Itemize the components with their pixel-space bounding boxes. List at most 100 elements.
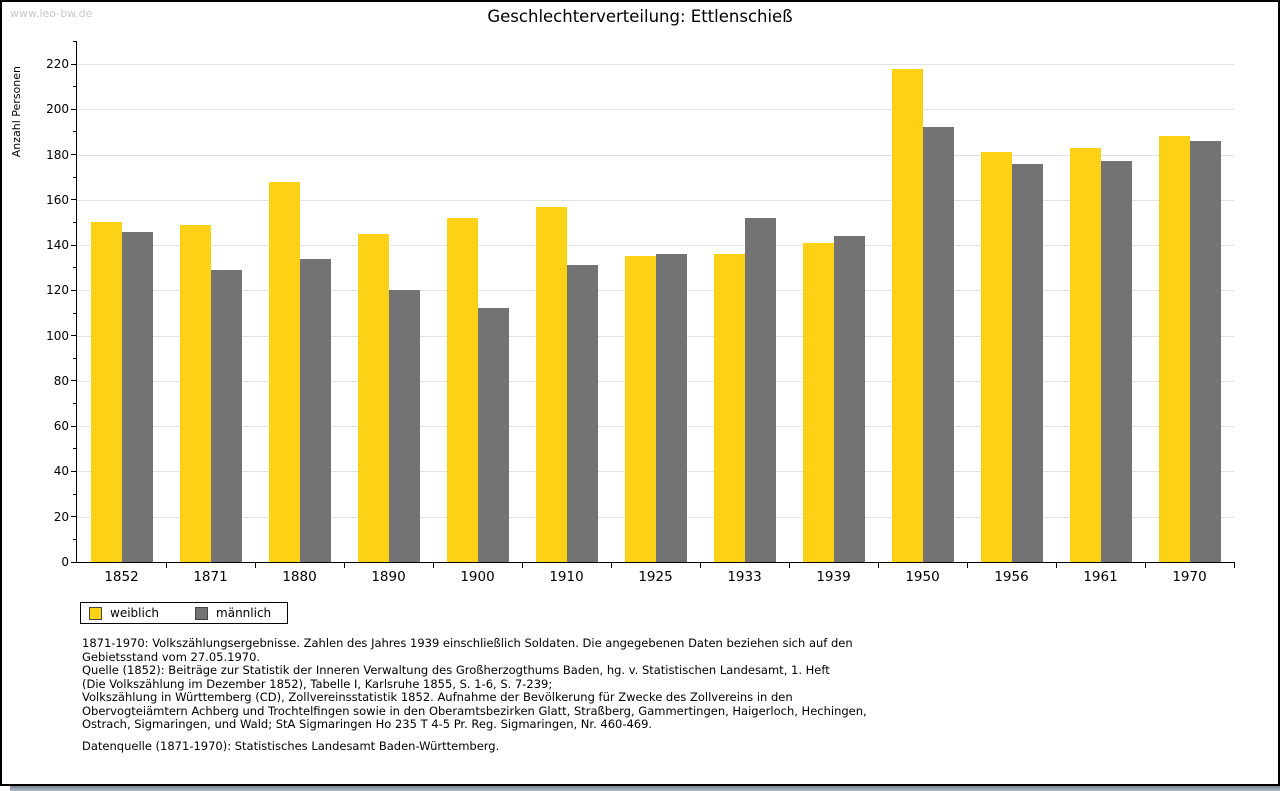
bar-weiblich-1880 bbox=[268, 181, 300, 562]
x-label-1939: 1939 bbox=[816, 569, 851, 585]
bar-weiblich-1970 bbox=[1158, 136, 1190, 562]
y-tick-minor-50 bbox=[73, 448, 77, 450]
x-label-1925: 1925 bbox=[638, 569, 673, 585]
gridline-140 bbox=[77, 245, 1234, 247]
y-tick-minor-230 bbox=[73, 40, 77, 42]
bar-männlich-1925 bbox=[655, 254, 687, 562]
bar-weiblich-1910 bbox=[535, 206, 567, 562]
y-tick-minor-210 bbox=[73, 86, 77, 88]
bar-weiblich-1890 bbox=[357, 233, 389, 562]
x-label-1871: 1871 bbox=[193, 569, 228, 585]
y-tick-40 bbox=[71, 470, 77, 472]
datasource-line: Datenquelle (1871-1970): Statistisches L… bbox=[82, 739, 500, 753]
x-label-1956: 1956 bbox=[994, 569, 1029, 585]
y-tick-minor-130 bbox=[73, 267, 77, 269]
x-label-1910: 1910 bbox=[549, 569, 584, 585]
bar-männlich-1890 bbox=[388, 290, 420, 562]
y-tick-120 bbox=[71, 289, 77, 291]
bar-weiblich-1939 bbox=[802, 242, 834, 562]
bar-männlich-1852 bbox=[121, 231, 153, 562]
y-tick-minor-90 bbox=[73, 357, 77, 359]
x-label-1933: 1933 bbox=[727, 569, 762, 585]
x-label-1880: 1880 bbox=[282, 569, 317, 585]
y-tick-label-100: 100 bbox=[46, 328, 69, 343]
plot-area: 0 20 40 60 80 100 120 140 160 180 200 220 1852 1871 18… bbox=[46, 40, 1235, 585]
bar-männlich-1961 bbox=[1100, 161, 1132, 562]
bar-männlich-1910 bbox=[566, 265, 598, 562]
x-axis-line bbox=[76, 562, 1234, 563]
x-boundary-tick-9 bbox=[877, 562, 879, 568]
y-tick-minor-190 bbox=[73, 131, 77, 133]
y-tick-label-200: 200 bbox=[46, 102, 69, 117]
legend-swatch-maennlich bbox=[195, 606, 209, 620]
y-axis-label: Anzahl Personen bbox=[10, 66, 23, 158]
y-tick-80 bbox=[71, 380, 77, 382]
bar-männlich-1939 bbox=[833, 236, 865, 562]
y-tick-0 bbox=[71, 561, 77, 563]
y-tick-minor-170 bbox=[73, 176, 77, 178]
legend: weiblich männlich bbox=[80, 602, 289, 624]
x-boundary-tick-12 bbox=[1144, 562, 1146, 568]
x-boundary-tick-4 bbox=[432, 562, 434, 568]
x-boundary-tick-2 bbox=[254, 562, 256, 568]
y-tick-20 bbox=[71, 516, 77, 518]
bar-männlich-1933 bbox=[744, 217, 776, 562]
bar-weiblich-1925 bbox=[624, 256, 656, 562]
x-boundary-tick-1 bbox=[165, 562, 167, 568]
y-tick-label-160: 160 bbox=[46, 192, 69, 207]
y-tick-label-80: 80 bbox=[53, 373, 69, 388]
x-boundary-tick-8 bbox=[788, 562, 790, 568]
bar-männlich-1871 bbox=[210, 269, 242, 562]
y-tick-minor-10 bbox=[73, 538, 77, 540]
gridline-220 bbox=[77, 64, 1234, 65]
y-tick-100 bbox=[71, 335, 77, 337]
x-boundary-tick-11 bbox=[1055, 562, 1057, 568]
y-tick-label-140: 140 bbox=[46, 238, 69, 253]
y-tick-200 bbox=[71, 108, 77, 110]
bar-männlich-1956 bbox=[1011, 163, 1043, 562]
x-label-1970: 1970 bbox=[1172, 569, 1207, 585]
legend-label-weiblich: weiblich bbox=[110, 606, 160, 620]
bar-männlich-1900 bbox=[477, 308, 509, 562]
y-tick-180 bbox=[71, 154, 77, 156]
x-boundary-tick-3 bbox=[343, 562, 345, 568]
gridline-200 bbox=[77, 109, 1234, 111]
bar-weiblich-1961 bbox=[1069, 147, 1101, 562]
bar-weiblich-1956 bbox=[980, 152, 1012, 562]
y-tick-label-220: 220 bbox=[46, 57, 69, 71]
bar-männlich-1880 bbox=[299, 258, 331, 562]
watermark: www.leo-bw.de bbox=[10, 7, 93, 20]
x-label-1900: 1900 bbox=[460, 569, 495, 585]
x-label-1890: 1890 bbox=[371, 569, 406, 585]
y-tick-140 bbox=[71, 244, 77, 246]
y-tick-minor-110 bbox=[73, 312, 77, 314]
chart-title: Geschlechterverteilung: Ettlenschieß bbox=[487, 7, 793, 26]
gridline-160 bbox=[77, 199, 1234, 201]
x-boundary-tick-6 bbox=[610, 562, 612, 568]
gridline-180 bbox=[77, 154, 1234, 156]
y-tick-60 bbox=[71, 425, 77, 427]
bar-männlich-1970 bbox=[1189, 140, 1221, 562]
bar-weiblich-1933 bbox=[713, 254, 745, 562]
x-label-1852: 1852 bbox=[104, 569, 139, 585]
y-tick-220 bbox=[71, 63, 77, 65]
bar-weiblich-1900 bbox=[446, 217, 478, 562]
y-tick-label-0: 0 bbox=[61, 555, 69, 569]
footnotes: 1871-1970: Volkszählungsergebnisse. Zahl… bbox=[82, 636, 867, 731]
y-tick-label-60: 60 bbox=[53, 419, 69, 434]
y-axis-line bbox=[76, 41, 77, 562]
x-boundary-tick-13 bbox=[1233, 562, 1235, 568]
bar-männlich-1950 bbox=[922, 127, 954, 562]
y-tick-minor-30 bbox=[73, 493, 77, 495]
y-tick-160 bbox=[71, 199, 77, 201]
y-tick-minor-70 bbox=[73, 403, 77, 405]
x-label-1950: 1950 bbox=[905, 569, 940, 585]
x-label-1961: 1961 bbox=[1083, 569, 1118, 585]
y-tick-label-180: 180 bbox=[46, 147, 69, 162]
x-boundary-tick-5 bbox=[521, 562, 523, 568]
y-tick-minor-150 bbox=[73, 221, 77, 223]
bar-weiblich-1852 bbox=[90, 222, 122, 562]
legend-swatch-weiblich bbox=[89, 606, 102, 620]
y-tick-label-20: 20 bbox=[53, 509, 69, 524]
